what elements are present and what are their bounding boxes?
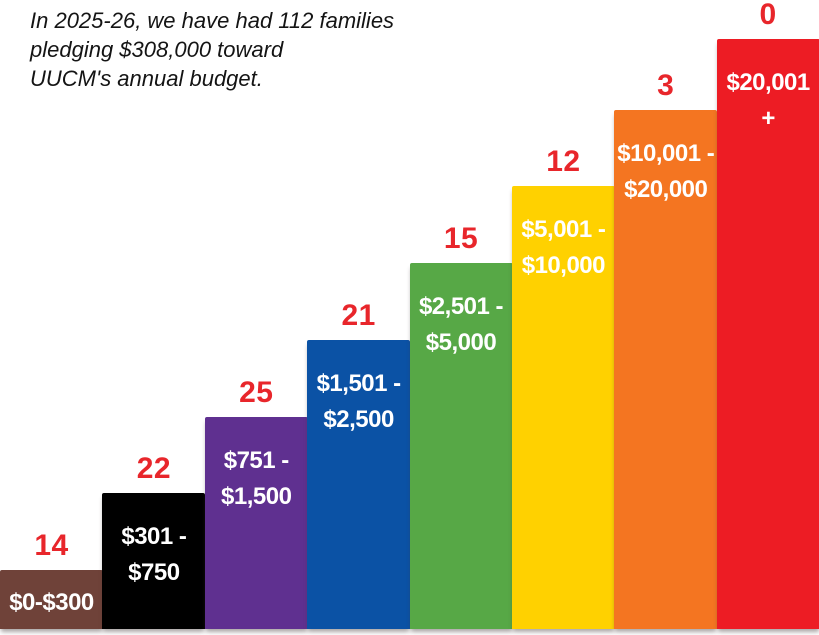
bar-rect: $20,001 + — [716, 39, 819, 629]
bar-label: + — [761, 105, 775, 132]
bar-group-8: 0 $20,001 + — [716, 0, 819, 629]
chart-title-line-2: pledging $308,000 toward — [30, 37, 284, 62]
bar-group-6: 12 $5,001 - $10,000 — [511, 0, 615, 629]
chart-title-line-3: UUCM's annual budget. — [30, 66, 263, 91]
bar-rect: $751 - $1,500 — [204, 417, 308, 629]
bar-label: $10,001 - — [617, 140, 715, 167]
bar-rect: $2,501 - $5,000 — [409, 263, 513, 629]
bar-label: $750 — [128, 559, 180, 586]
bar-label: $2,501 - — [418, 293, 504, 320]
bar-count: 15 — [443, 222, 479, 255]
bar-count: 14 — [34, 529, 69, 562]
bar-rect: $10,001 - $20,000 — [614, 110, 718, 629]
bar-rect: $301 - $750 — [102, 493, 206, 629]
bar-label: $5,001 - — [521, 216, 606, 243]
bar-label: $301 - — [121, 523, 187, 550]
bar-count: 0 — [759, 0, 777, 31]
chart-title: In 2025-26, we have had 112 families ple… — [30, 6, 394, 93]
bar-label: $1,500 — [221, 483, 292, 510]
bar-rect: $0-$300 — [0, 570, 103, 629]
bar-rect: $5,001 - $10,000 — [511, 186, 615, 629]
bar-label: $1,501 - — [316, 370, 402, 397]
bar-label: $5,000 — [425, 329, 497, 356]
bar-group-1: 14 $0-$300 — [0, 0, 103, 629]
bar-count: 22 — [136, 452, 172, 485]
bar-group-2: 22 $301 - $750 — [102, 0, 206, 629]
bar-count: 25 — [239, 376, 274, 409]
bar-count: 12 — [546, 145, 581, 178]
bar-label: $0-$300 — [9, 589, 94, 616]
bar-label: $20,001 — [726, 69, 810, 96]
bar-label: $2,500 — [323, 406, 394, 433]
bar-group-7: 3 $10,001 - $20,000 — [614, 0, 718, 629]
bar-count: 3 — [657, 69, 675, 102]
bar-group-5: 15 $2,501 - $5,000 — [409, 0, 513, 629]
bar-group-4: 21 $1,501 - $2,500 — [307, 0, 411, 629]
bar-label: $20,000 — [624, 176, 708, 203]
bar-count: 21 — [341, 299, 376, 332]
bar-group-3: 25 $751 - $1,500 — [204, 0, 308, 629]
bar-label: $751 - — [223, 447, 290, 474]
bar-rect: $1,501 - $2,500 — [307, 340, 411, 629]
chart-title-line-1: In 2025-26, we have had 112 families — [30, 8, 395, 33]
bar-label: $10,000 — [521, 252, 606, 279]
